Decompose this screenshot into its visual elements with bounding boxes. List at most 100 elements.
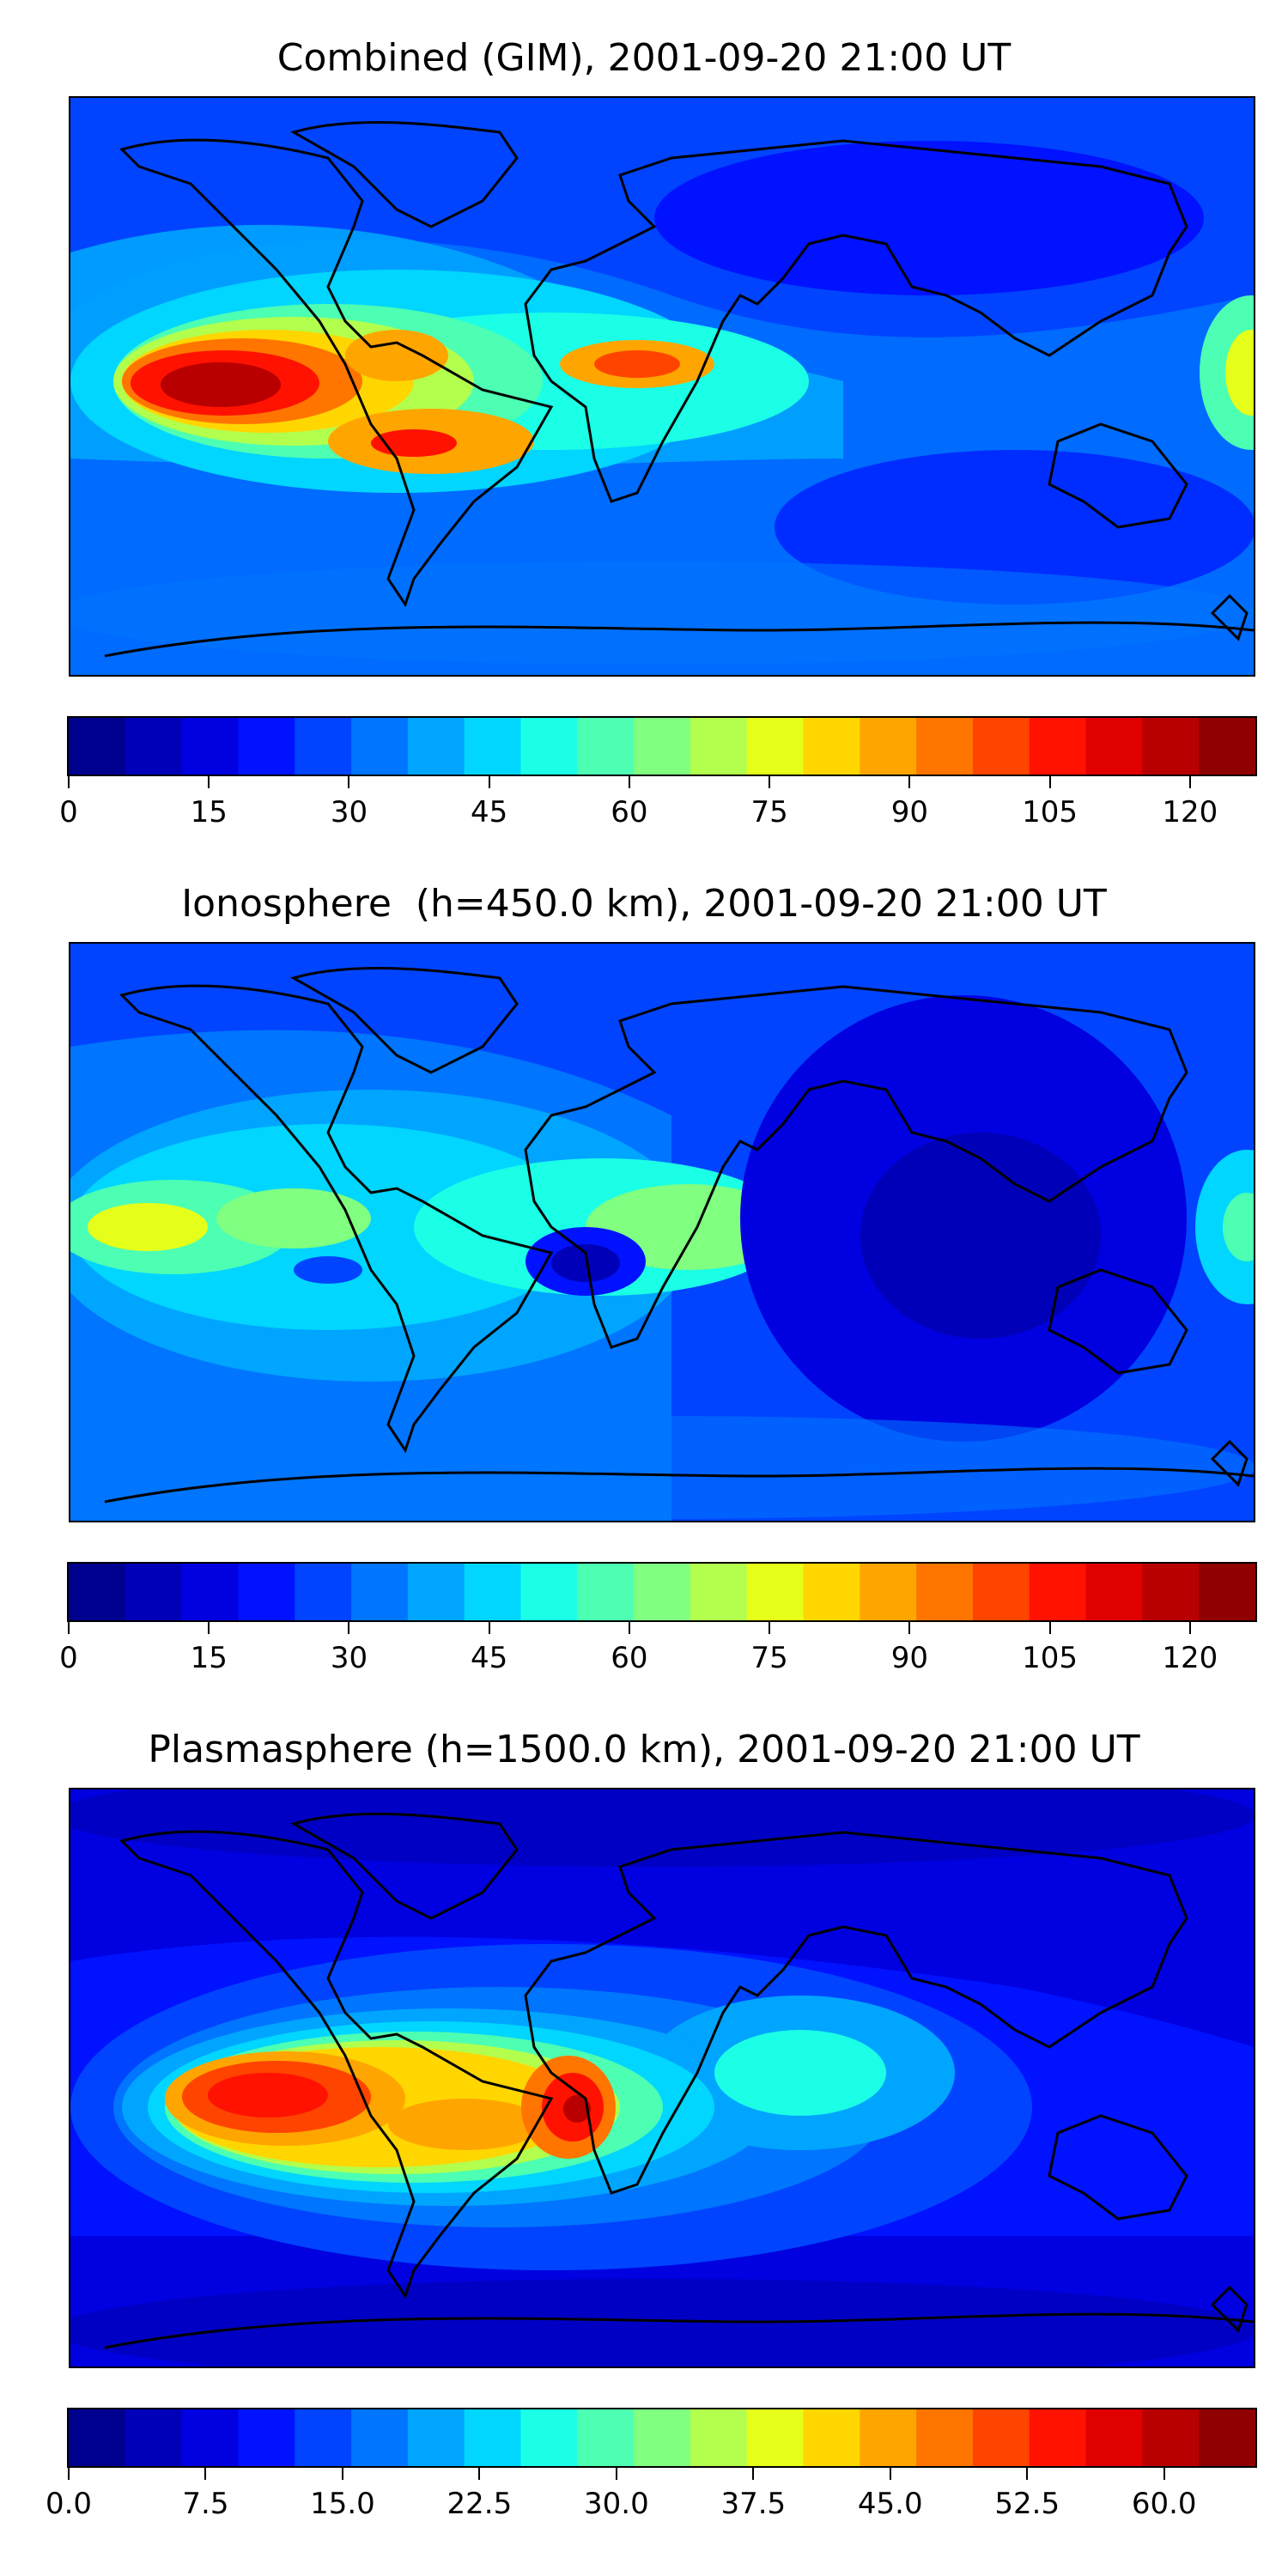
colorbar-segment [916, 1564, 974, 1620]
colorbar-segment [351, 1564, 409, 1620]
tec-map-ionosphere [69, 942, 1255, 1522]
panel-plasmasphere: Plasmasphere (h=1500.0 km), 2001-09-20 2… [0, 1692, 1288, 2550]
colorbar-tick-label: 15 [190, 1641, 228, 1675]
colorbar-segment [577, 2409, 635, 2466]
map-title: Plasmasphere (h=1500.0 km), 2001-09-20 2… [148, 1728, 1140, 1771]
colorbar-segment [1085, 2409, 1143, 2466]
colorbar-tick [908, 1622, 911, 1634]
colorbar-segment [803, 718, 860, 775]
colorbar-segment [295, 718, 352, 775]
coastlines [104, 120, 1254, 658]
coastlines [104, 1812, 1254, 2349]
colorbar-segment [1142, 1564, 1200, 1620]
colorbar-tick-label: 75 [750, 1641, 788, 1675]
colorbar-segment [746, 718, 805, 775]
colorbar-segment [181, 718, 240, 775]
colorbar-segment [407, 718, 465, 775]
colorbar-tick [68, 776, 70, 788]
colorbar-segment [690, 1564, 748, 1620]
colorbar-segment [1199, 2409, 1255, 2466]
panel-ionosphere: Ionosphere (h=450.0 km), 2001-09-20 21:0… [0, 846, 1288, 1704]
colorbar-segment [746, 2409, 805, 2466]
colorbar-tick-label: 75 [750, 795, 788, 829]
colorbar-segment [464, 1564, 522, 1620]
colorbar-tick [208, 776, 210, 788]
colorbar-tick-label: 0.0 [45, 2487, 93, 2521]
colorbar-segment [860, 2409, 917, 2466]
colorbar-tick-label: 37.5 [720, 2487, 787, 2521]
colorbar-segment [972, 1564, 1030, 1620]
colorbar-tick [341, 2468, 343, 2480]
colorbar-tick [1163, 2468, 1165, 2480]
colorbar-tick [1026, 2468, 1029, 2480]
colorbar-tick [68, 1622, 70, 1634]
colorbar-segment [1029, 2409, 1087, 2466]
colorbar-tick-label: 90 [890, 1641, 928, 1675]
colorbar-segment [803, 1564, 860, 1620]
colorbar-tick [615, 2468, 617, 2480]
colorbar-tick [769, 776, 771, 788]
colorbar-tick-label: 0 [59, 795, 78, 829]
colorbar-tick-label: 15.0 [310, 2487, 375, 2521]
colorbar-tick-label: 60 [611, 1641, 648, 1675]
colorbar-segment [1085, 718, 1143, 775]
panel-combined: Combined (GIM), 2001-09-20 21:00 UT [0, 0, 1288, 859]
colorbar-segment [520, 718, 578, 775]
colorbar-segment [577, 1564, 635, 1620]
colorbar-tick [348, 776, 350, 788]
colorbar-segment [69, 718, 126, 775]
colorbar-tick [628, 1622, 630, 1634]
colorbar-tick [769, 1622, 771, 1634]
colorbar-tick-label: 45.0 [857, 2487, 923, 2521]
colorbar-segment [577, 718, 635, 775]
colorbar-tick [68, 2468, 70, 2480]
colorbar-tick [628, 776, 630, 788]
colorbar-tick-label: 60 [611, 795, 648, 829]
tec-map-combined [69, 96, 1255, 677]
colorbar-segment [125, 1564, 183, 1620]
colorbar-segment [634, 2409, 691, 2466]
colorbar-tick [1188, 776, 1191, 788]
colorbar-segment [1085, 1564, 1143, 1620]
colorbar-segment [1199, 1564, 1255, 1620]
map-title: Combined (GIM), 2001-09-20 21:00 UT [276, 36, 1012, 80]
colorbar-segment [746, 1564, 805, 1620]
colorbar [67, 2408, 1257, 2468]
colorbar-segment [690, 718, 748, 775]
colorbar-tick [1048, 1622, 1051, 1634]
colorbar-tick-label: 120 [1162, 795, 1218, 829]
colorbar-tick-label: 7.5 [182, 2487, 229, 2521]
colorbar-segment [860, 718, 917, 775]
colorbar-segment [1029, 718, 1087, 775]
colorbar-tick-label: 30 [330, 1641, 368, 1675]
colorbar-segment [181, 2409, 240, 2466]
colorbar-tick-label: 30.0 [583, 2487, 649, 2521]
colorbar-segment [238, 2409, 295, 2466]
colorbar-tick-label: 22.5 [447, 2487, 513, 2521]
colorbar-tick-label: 90 [890, 795, 928, 829]
colorbar-segment [238, 1564, 295, 1620]
colorbar-tick [204, 2468, 207, 2480]
colorbar-segment [972, 718, 1030, 775]
colorbar-segment [464, 718, 522, 775]
colorbar-segment [1142, 718, 1200, 775]
colorbar-tick [752, 2468, 755, 2480]
colorbar-tick-label: 105 [1022, 795, 1078, 829]
colorbar-segment [803, 2409, 860, 2466]
colorbar-segment [181, 1564, 240, 1620]
colorbar-segment [464, 2409, 522, 2466]
colorbar-segment [860, 1564, 917, 1620]
colorbar-tick [488, 776, 490, 788]
colorbar-tick-label: 45 [471, 1641, 508, 1675]
colorbar-tick [889, 2468, 891, 2480]
tec-field [70, 98, 1254, 675]
colorbar-tick-label: 120 [1162, 1641, 1218, 1675]
colorbar-ticks: 0 15 30 45 60 75 90 105 120 [59, 776, 1255, 829]
colorbar-segment [69, 2409, 126, 2466]
tec-field [70, 1789, 1254, 2366]
colorbar-segment [972, 2409, 1030, 2466]
colorbar-tick-label: 45 [471, 795, 508, 829]
colorbar-segment [125, 2409, 183, 2466]
colorbar-segment [916, 2409, 974, 2466]
colorbar-tick-label: 105 [1022, 1641, 1078, 1675]
